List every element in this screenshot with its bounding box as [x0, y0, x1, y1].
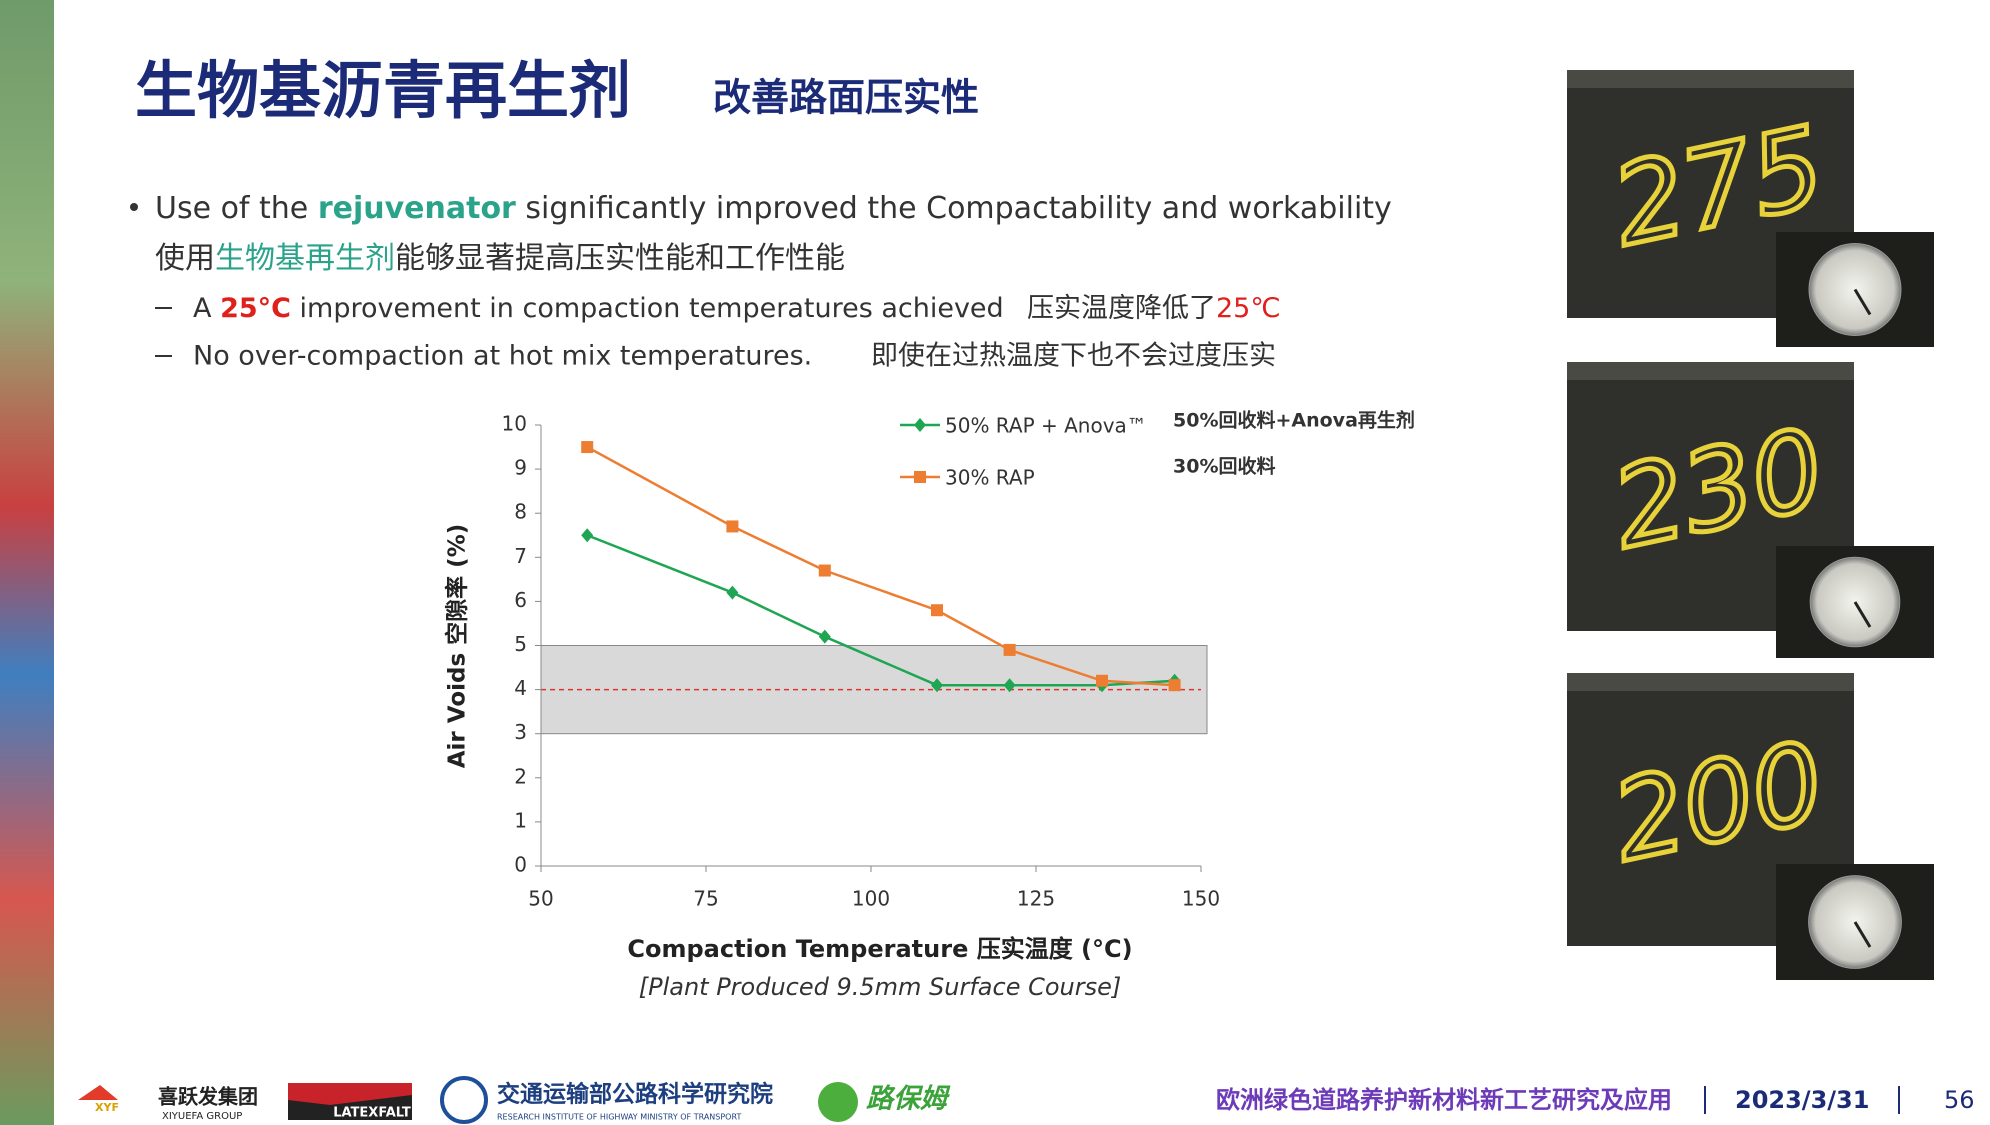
slide-subtitle: 改善路面压实性	[713, 76, 979, 120]
logo-icon	[818, 1082, 858, 1122]
point	[581, 528, 594, 543]
legend-label: 30% RAP	[945, 466, 1035, 490]
y-axis-label: Air Voids 空隙率 (%)	[444, 524, 471, 769]
text-run: significantly improved the Compactabilit…	[516, 191, 1392, 226]
page-number: 56	[1944, 1086, 1975, 1114]
point	[1168, 679, 1181, 692]
thermometer-needle	[1853, 288, 1872, 316]
sub-bullet: A 25°C improvement in compaction tempera…	[193, 293, 1004, 324]
point	[931, 604, 943, 617]
legend-marker	[914, 418, 926, 432]
sample-top	[1567, 673, 1854, 691]
y-tick-label: 9	[514, 456, 527, 480]
thermometer-needle	[1853, 921, 1872, 948]
legend-note: 50%回收料+Anova再生剂	[1173, 409, 1415, 432]
legend-note: 30%回收料	[1173, 455, 1275, 478]
side-image	[0, 0, 54, 1125]
x-tick-label: 125	[1017, 887, 1055, 911]
x-tick-label: 75	[693, 887, 718, 911]
x-axis-label: Compaction Temperature 压实温度 (°C)	[627, 935, 1132, 963]
point	[1096, 674, 1108, 687]
logo-icon	[440, 1076, 488, 1124]
y-tick-label: 5	[514, 632, 527, 656]
point	[726, 585, 739, 600]
point	[818, 629, 831, 644]
thermometer-needle	[1853, 601, 1872, 628]
y-tick-label: 0	[514, 853, 527, 877]
x-tick-label: 150	[1182, 887, 1220, 911]
text-run: 压实温度降低了	[1027, 293, 1216, 324]
footer-date: 2023/3/31	[1735, 1086, 1869, 1114]
footer-title: 欧洲绿色道路养护新材料新工艺研究及应用	[1216, 1086, 1672, 1114]
logo-mark: XYF	[95, 1101, 119, 1114]
point	[1003, 678, 1016, 693]
slide-title: 生物基沥青再生剂	[135, 54, 631, 127]
highlight: 25°C	[220, 293, 291, 324]
highlight: rejuvenator	[318, 191, 516, 226]
logo-text: 喜跃发集团	[158, 1085, 258, 1109]
y-tick-label: 8	[514, 500, 527, 524]
text-run: Use of the	[155, 191, 318, 226]
x-tick-label: 50	[528, 887, 553, 911]
text-run: 使用	[155, 241, 215, 276]
bullet-text: Use of the rejuvenator significantly imp…	[155, 191, 1392, 226]
logo-text: 路保姆	[866, 1084, 951, 1115]
highlight: 25℃	[1216, 293, 1281, 324]
text-run: improvement in compaction temperatures a…	[291, 293, 1004, 324]
text-run: 能够显著提高压实性能和工作性能	[395, 241, 845, 276]
bullet-dot	[130, 203, 138, 211]
legend-marker	[914, 471, 926, 483]
y-tick-label: 3	[514, 720, 527, 744]
sample-top	[1567, 70, 1854, 88]
bullet-text-cn: 使用生物基再生剂能够显著提高压实性能和工作性能	[155, 241, 845, 276]
logo-text: LATEXFALT	[333, 1106, 411, 1121]
logo-text: XIYUEFA GROUP	[162, 1111, 242, 1122]
chart: 0 1 2 3 4 5 6 7 8 9 10 50 75 100 125 150 50% RAP + Anova…	[502, 409, 1415, 911]
point	[726, 520, 739, 533]
sub-bullet: No over-compaction at hot mix temperatur…	[193, 341, 812, 372]
y-tick-label: 6	[514, 588, 527, 612]
y-tick-label: 7	[514, 544, 527, 568]
y-tick-label: 1	[514, 808, 527, 832]
sub-bullet-cn: 即使在过热温度下也不会过度压实	[871, 341, 1276, 372]
x-tick-label: 100	[852, 887, 890, 911]
logo-text: 交通运输部公路科学研究院	[497, 1081, 773, 1108]
text-run: A	[193, 293, 220, 324]
logo-icon	[78, 1085, 118, 1100]
y-tick-label: 10	[502, 412, 527, 436]
sub-bullet-cn: 压实温度降低了25℃	[1027, 293, 1281, 324]
point	[818, 564, 831, 577]
y-tick-label: 4	[514, 676, 527, 700]
sample-top	[1567, 362, 1854, 380]
highlight: 生物基再生剂	[215, 241, 395, 276]
point	[581, 441, 594, 454]
logo-text: RESEARCH INSTITUTE OF HIGHWAY MINISTRY O…	[497, 1113, 741, 1122]
y-tick-label: 2	[514, 764, 527, 788]
chart-caption: [Plant Produced 9.5mm Surface Course]	[639, 973, 1122, 1001]
point	[931, 678, 943, 693]
footer: XYF 喜跃发集团 XIYUEFA GROUP LATEXFALT 交通运输部公…	[78, 1076, 1975, 1124]
point	[1003, 643, 1016, 656]
logo-stripe	[288, 1083, 412, 1105]
legend-label: 50% RAP + Anova™	[945, 414, 1147, 438]
